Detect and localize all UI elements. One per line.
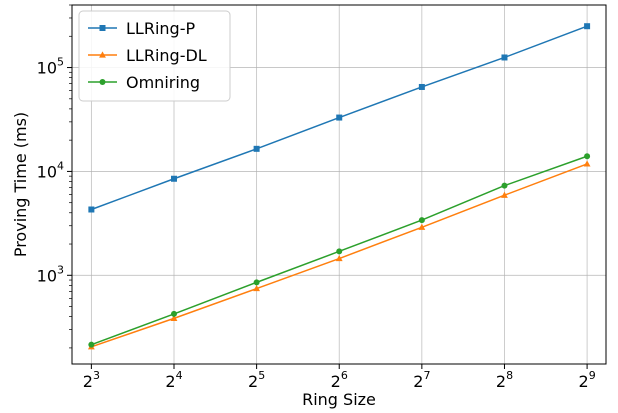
data-point — [418, 223, 426, 230]
legend-marker — [99, 25, 106, 31]
y-axis-ticks: 103 104 105 — [37, 4, 72, 349]
y-axis-label: Proving Time (ms) — [11, 112, 30, 257]
series-llring-p — [88, 23, 591, 213]
x-axis-ticks: 23 24 25 26 27 28 29 — [83, 364, 596, 391]
x-tick-label: 29 — [579, 369, 596, 391]
y-tick-label: 103 — [37, 263, 64, 285]
x-tick-label: 25 — [248, 369, 265, 391]
data-point — [336, 114, 343, 121]
data-point — [88, 341, 95, 348]
legend-marker — [99, 79, 106, 85]
y-tick-label: 105 — [37, 56, 64, 78]
x-axis-label: Ring Size — [302, 390, 376, 409]
series-omniring — [88, 153, 591, 348]
y-tick-label: 104 — [37, 159, 64, 181]
data-point — [170, 314, 178, 321]
legend-box — [78, 10, 231, 102]
x-tick-label: 26 — [331, 369, 348, 391]
data-point — [584, 23, 591, 30]
data-point — [253, 284, 261, 292]
data-point — [501, 191, 508, 198]
data-point — [583, 160, 591, 167]
legend-label: LLRing-DL — [126, 46, 207, 65]
data-point — [584, 153, 591, 160]
legend-item: Omniring — [88, 73, 200, 92]
data-point — [418, 217, 425, 224]
legend-label: Omniring — [126, 73, 200, 92]
data-point — [336, 248, 343, 255]
data-point — [170, 310, 177, 317]
x-tick-label: 24 — [165, 369, 182, 391]
legend: LLRing-P LLRing-DL Omniring — [78, 10, 231, 102]
data-point — [335, 254, 343, 262]
data-point — [253, 279, 260, 286]
legend-marker — [99, 51, 106, 58]
x-tick-label: 27 — [413, 369, 430, 391]
data-point — [170, 175, 177, 182]
data-point — [501, 54, 508, 61]
data-point — [88, 206, 95, 213]
x-tick-label: 23 — [83, 369, 100, 391]
data-point — [501, 182, 508, 189]
legend-label: LLRing-P — [126, 19, 195, 38]
legend-item: LLRing-P — [88, 19, 195, 38]
data-point — [418, 83, 425, 90]
plot-series — [87, 23, 591, 350]
legend-item: LLRing-DL — [88, 46, 207, 65]
data-point — [253, 145, 260, 152]
series-llring-dl — [87, 160, 591, 350]
x-tick-label: 28 — [496, 369, 513, 391]
